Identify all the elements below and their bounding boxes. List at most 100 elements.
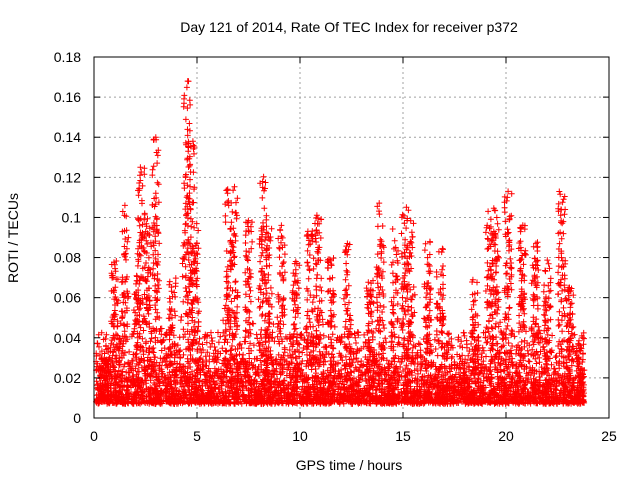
data-point bbox=[507, 280, 514, 287]
data-point bbox=[524, 347, 531, 354]
data-point bbox=[177, 354, 184, 361]
data-point bbox=[342, 365, 349, 372]
data-point bbox=[219, 345, 226, 352]
data-point bbox=[197, 355, 204, 361]
data-point bbox=[181, 398, 188, 405]
data-points bbox=[93, 78, 588, 407]
data-point bbox=[151, 395, 158, 402]
data-point bbox=[203, 339, 210, 346]
data-point bbox=[270, 321, 277, 328]
data-point bbox=[536, 374, 543, 380]
data-point bbox=[219, 400, 226, 407]
data-point bbox=[177, 399, 184, 406]
data-point bbox=[492, 399, 499, 406]
data-point bbox=[517, 383, 524, 390]
data-point bbox=[468, 340, 475, 347]
data-point bbox=[308, 307, 315, 314]
data-point bbox=[465, 352, 472, 359]
data-point bbox=[390, 279, 396, 286]
data-point bbox=[563, 323, 570, 330]
data-point bbox=[97, 351, 103, 358]
data-point bbox=[162, 358, 169, 365]
data-point bbox=[429, 386, 436, 393]
data-point bbox=[354, 359, 361, 365]
data-point bbox=[580, 341, 587, 348]
data-point bbox=[495, 350, 502, 357]
data-point bbox=[152, 354, 159, 361]
data-point bbox=[355, 399, 361, 406]
data-point bbox=[414, 370, 421, 377]
data-point bbox=[542, 377, 549, 384]
data-point bbox=[199, 341, 206, 348]
data-point bbox=[545, 295, 552, 302]
data-point bbox=[204, 349, 211, 356]
data-point bbox=[426, 307, 433, 314]
data-point bbox=[458, 338, 465, 345]
data-point bbox=[509, 343, 516, 349]
data-point bbox=[239, 387, 246, 394]
data-point bbox=[255, 340, 262, 347]
data-point bbox=[220, 368, 227, 375]
data-point bbox=[234, 303, 241, 310]
data-point bbox=[179, 273, 186, 280]
data-point bbox=[274, 314, 281, 321]
data-point bbox=[547, 348, 554, 355]
data-point bbox=[449, 353, 456, 360]
data-point bbox=[417, 347, 424, 354]
data-point bbox=[322, 343, 329, 350]
data-point bbox=[250, 320, 257, 327]
data-point bbox=[231, 254, 237, 261]
data-point bbox=[379, 268, 386, 275]
data-point bbox=[203, 357, 210, 364]
data-point bbox=[402, 298, 409, 305]
data-point bbox=[125, 234, 132, 241]
data-point bbox=[321, 354, 328, 361]
data-point bbox=[176, 334, 183, 341]
data-point bbox=[465, 363, 472, 370]
data-point bbox=[210, 378, 217, 385]
data-point bbox=[497, 319, 504, 326]
data-point bbox=[480, 358, 487, 365]
data-point bbox=[133, 350, 140, 357]
data-point bbox=[137, 324, 144, 331]
data-point bbox=[548, 361, 555, 368]
data-point bbox=[290, 321, 297, 328]
data-point bbox=[246, 314, 253, 321]
data-point bbox=[185, 399, 192, 406]
data-point bbox=[439, 368, 446, 375]
data-point bbox=[447, 400, 454, 407]
data-point bbox=[487, 290, 494, 297]
data-point bbox=[218, 386, 225, 392]
data-point bbox=[333, 375, 340, 382]
data-point bbox=[196, 335, 203, 342]
data-point bbox=[382, 335, 389, 342]
data-point bbox=[120, 363, 127, 370]
data-point bbox=[124, 388, 131, 395]
data-point bbox=[553, 353, 560, 359]
data-point bbox=[254, 335, 261, 342]
data-point bbox=[299, 349, 306, 356]
data-point bbox=[461, 332, 468, 339]
data-point bbox=[210, 350, 217, 357]
data-point bbox=[521, 400, 528, 407]
data-point bbox=[461, 365, 468, 372]
data-point bbox=[452, 371, 459, 378]
data-point bbox=[355, 376, 362, 383]
data-point bbox=[395, 334, 402, 341]
data-point bbox=[409, 349, 416, 356]
data-point bbox=[457, 395, 463, 402]
data-point bbox=[279, 400, 286, 407]
data-point bbox=[372, 376, 379, 383]
data-point bbox=[241, 372, 248, 379]
data-point bbox=[148, 335, 155, 342]
data-point bbox=[178, 313, 185, 320]
data-point bbox=[339, 357, 346, 364]
data-point bbox=[280, 260, 286, 267]
data-point bbox=[336, 380, 343, 387]
data-point bbox=[359, 376, 366, 382]
data-point bbox=[126, 348, 133, 355]
data-point bbox=[215, 329, 221, 336]
data-point bbox=[394, 301, 401, 307]
data-point bbox=[121, 251, 128, 257]
data-point bbox=[353, 340, 359, 346]
